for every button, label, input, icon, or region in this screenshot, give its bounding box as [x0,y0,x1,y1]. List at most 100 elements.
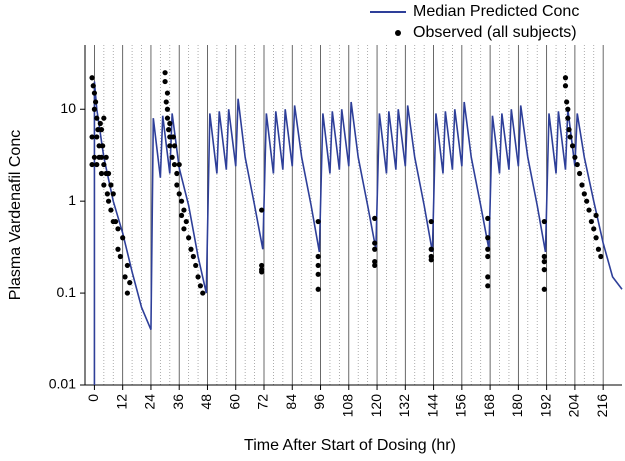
data-point [105,170,112,177]
data-point [176,161,182,168]
data-point [584,198,590,204]
data-point [174,170,180,177]
data-point [259,207,265,213]
data-point [197,283,204,289]
data-point [92,99,99,105]
data-point [485,274,491,280]
data-point [595,246,602,252]
x-tick-label: 0 [85,394,101,402]
data-point [117,253,123,260]
data-point [171,143,178,149]
data-point [485,235,491,241]
data-point [565,106,571,112]
x-tick-label: 72 [255,394,271,410]
data-point [162,78,168,85]
data-point [315,286,321,292]
data-point [315,218,321,225]
data-point [127,280,133,286]
x-tick-label: 96 [311,394,327,410]
data-point [178,198,185,204]
data-point [89,161,95,168]
data-point [124,262,130,269]
data-point [574,161,580,168]
data-point [91,90,98,96]
data-point [174,182,180,188]
data-point [170,134,176,140]
x-tick-label: 48 [198,394,214,410]
data-point [315,253,321,260]
data-point [169,154,175,160]
data-point [485,283,491,289]
data-point [372,246,378,252]
data-point [100,143,106,149]
y-tick-label: 1 [68,192,76,208]
data-point [163,99,169,105]
data-point [101,161,107,168]
x-tick-label: 84 [283,394,299,410]
data-point [577,170,583,177]
data-point [598,253,604,260]
data-point [98,127,105,133]
x-tick-label: 216 [594,394,610,418]
y-tick-label: 0.01 [49,376,76,392]
data-point [195,274,201,280]
data-point [567,134,573,140]
data-point [562,75,569,81]
data-line [93,81,623,385]
data-point [372,215,378,221]
x-tick-label: 156 [453,394,469,418]
x-tick-label: 36 [170,394,186,410]
x-tick-label: 192 [537,394,553,418]
data-point [108,182,114,188]
data-point [586,207,592,213]
data-point [372,240,378,246]
data-point [98,154,105,160]
data-point [120,235,126,241]
data-point [541,267,547,273]
data-point [259,269,265,275]
data-point [115,246,121,252]
data-point [593,212,599,219]
y-tick-label: 0.1 [57,284,77,300]
data-point [124,290,130,296]
data-point [122,274,128,280]
x-axis-label: Time After Start of Dosing (hr) [244,437,456,454]
data-point [372,259,378,265]
data-point [90,83,96,89]
data-point [108,207,114,213]
data-point [200,290,206,296]
x-tick-label: 180 [509,394,525,418]
x-tick-label: 168 [481,394,497,418]
data-point [188,246,194,252]
data-point [164,106,171,112]
data-point [110,191,116,197]
data-point [89,134,95,140]
data-point [94,161,100,168]
data-point [113,218,119,225]
x-tick-label: 120 [368,394,384,418]
data-point [566,127,572,133]
data-point [485,253,491,260]
data-point [115,226,121,232]
data-point [94,115,100,121]
data-point [193,262,199,269]
data-point [162,70,168,76]
data-point [588,218,594,225]
data-point [428,257,434,263]
data-point [97,120,103,127]
data-point [89,75,95,81]
data-point [91,154,98,160]
data-point [541,286,547,292]
data-point [101,182,107,188]
data-point [181,207,187,213]
data-point [178,212,185,219]
data-point [593,235,599,241]
data-point [315,262,321,269]
data-point [581,191,587,197]
data-point [315,271,321,277]
x-tick-label: 108 [339,394,355,418]
data-point [564,99,570,105]
data-point [372,262,378,269]
data-point [428,218,434,225]
